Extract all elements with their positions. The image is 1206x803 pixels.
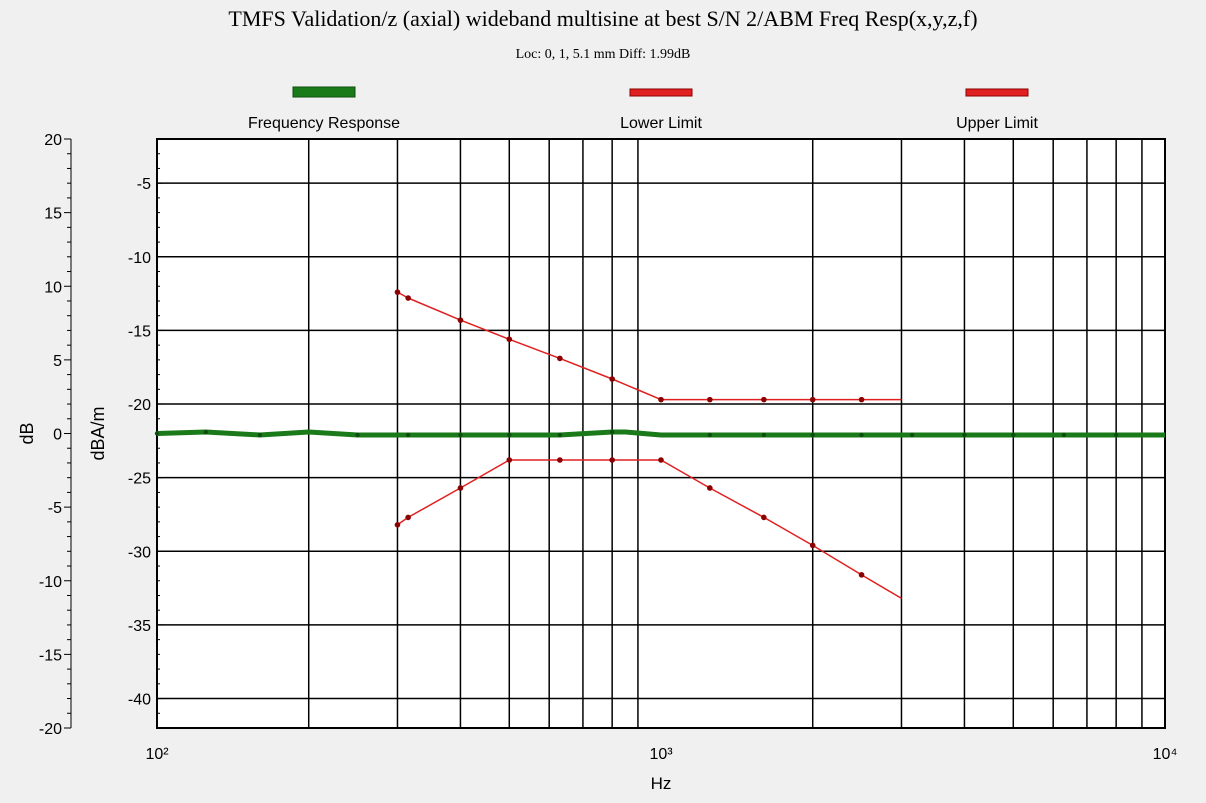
series-point-2 xyxy=(395,289,401,295)
x-tick-label: 10⁴ xyxy=(1153,746,1178,763)
series-point-2 xyxy=(458,317,464,323)
right-tick-label: -15 xyxy=(128,323,151,340)
series-point-1 xyxy=(761,515,767,521)
right-tick-label: -30 xyxy=(128,544,151,561)
series-point-2 xyxy=(761,397,767,403)
right-tick-label: -10 xyxy=(128,250,151,267)
y-left-axis-label: dB xyxy=(17,422,37,444)
right-tick-label: -35 xyxy=(128,618,151,635)
legend-swatch-2 xyxy=(966,89,1028,96)
series-point-0 xyxy=(355,433,359,437)
series-point-0 xyxy=(762,433,766,437)
series-point-1 xyxy=(810,543,816,549)
series-point-0 xyxy=(558,433,562,437)
right-tick-label: -5 xyxy=(137,176,151,193)
series-point-0 xyxy=(708,433,712,437)
series-point-1 xyxy=(859,572,865,578)
series-point-2 xyxy=(810,397,816,403)
series-point-0 xyxy=(1062,433,1066,437)
series-point-1 xyxy=(557,457,563,463)
series-point-0 xyxy=(507,433,511,437)
series-point-1 xyxy=(707,485,713,491)
series-point-2 xyxy=(859,397,865,403)
left-tick-label: 15 xyxy=(44,206,62,223)
series-point-1 xyxy=(405,515,411,521)
series-point-0 xyxy=(610,430,614,434)
y-right-axis-label: dBA/m xyxy=(88,406,108,460)
series-point-1 xyxy=(609,457,615,463)
series-point-2 xyxy=(405,295,411,301)
series-point-0 xyxy=(458,433,462,437)
left-tick-label: -20 xyxy=(39,721,62,738)
series-point-1 xyxy=(658,457,664,463)
left-tick-label: 10 xyxy=(44,279,62,296)
legend-label-0: Frequency Response xyxy=(248,115,400,132)
left-tick-label: 20 xyxy=(44,132,62,149)
left-tick-label: 0 xyxy=(53,427,62,444)
x-tick-label: 10³ xyxy=(649,746,673,763)
series-point-0 xyxy=(406,433,410,437)
left-tick-label: 5 xyxy=(53,353,62,370)
legend-swatch-0 xyxy=(293,87,355,97)
series-point-0 xyxy=(204,430,208,434)
left-tick-label: -15 xyxy=(39,647,62,664)
legend-swatch-1 xyxy=(630,89,692,96)
series-point-1 xyxy=(506,457,512,463)
left-tick-label: -10 xyxy=(39,574,62,591)
left-tick-label: -5 xyxy=(48,500,62,517)
legend-label-1: Lower Limit xyxy=(620,115,702,132)
right-tick-label: -20 xyxy=(128,397,151,414)
x-tick-label: 10² xyxy=(145,746,169,763)
series-point-0 xyxy=(1114,433,1118,437)
series-point-0 xyxy=(910,433,914,437)
legend: Frequency Response Lower Limit Upper Limit xyxy=(248,87,1039,132)
x-axis-label: Hz xyxy=(651,774,672,793)
legend-label-2: Upper Limit xyxy=(956,115,1038,132)
series-point-0 xyxy=(1011,433,1015,437)
right-tick-label: -25 xyxy=(128,471,151,488)
series-point-2 xyxy=(707,397,713,403)
series-point-0 xyxy=(155,431,159,435)
series-point-0 xyxy=(859,433,863,437)
series-point-2 xyxy=(658,397,664,403)
series-point-0 xyxy=(811,433,815,437)
series-point-1 xyxy=(458,485,464,491)
series-point-1 xyxy=(395,522,401,528)
series-point-2 xyxy=(557,356,563,362)
series-point-0 xyxy=(962,433,966,437)
series-point-2 xyxy=(609,376,615,382)
series-point-0 xyxy=(258,433,262,437)
series-point-2 xyxy=(506,336,512,342)
right-tick-label: -40 xyxy=(128,692,151,709)
